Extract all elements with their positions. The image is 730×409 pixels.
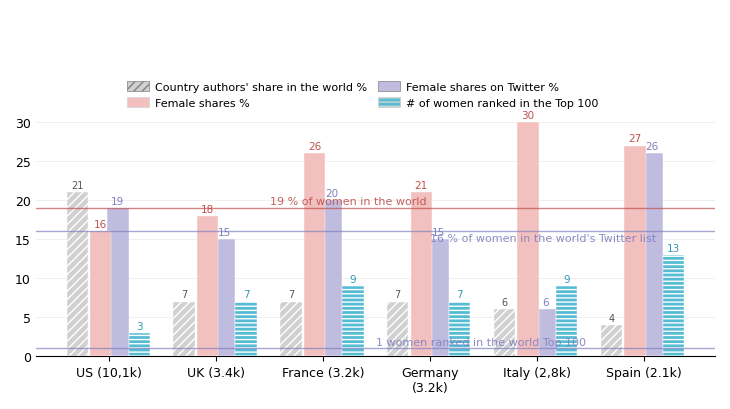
Bar <box>642 154 663 356</box>
Bar <box>304 154 325 356</box>
Text: 1 women ranked in the world Top 100: 1 women ranked in the world Top 100 <box>377 337 586 347</box>
Text: 21: 21 <box>415 181 428 191</box>
Text: 6: 6 <box>502 297 507 308</box>
Text: 15: 15 <box>431 227 445 237</box>
Text: 7: 7 <box>243 290 250 300</box>
Text: 7: 7 <box>288 290 294 300</box>
Text: 30: 30 <box>521 111 534 121</box>
Bar <box>428 240 449 356</box>
Bar <box>410 193 432 356</box>
Bar <box>518 123 539 356</box>
Bar <box>449 302 470 356</box>
Bar <box>342 286 364 356</box>
Text: 18: 18 <box>201 204 215 214</box>
Text: 19: 19 <box>111 196 125 206</box>
Bar <box>601 325 622 356</box>
Text: 26: 26 <box>308 142 321 152</box>
Bar <box>174 302 195 356</box>
Bar <box>534 310 556 356</box>
Text: 16 % of women in the world's Twitter list: 16 % of women in the world's Twitter lis… <box>430 234 656 243</box>
Text: 4: 4 <box>608 313 615 323</box>
Legend: Country authors' share in the world %, Female shares %, Female shares on Twitter: Country authors' share in the world %, F… <box>123 77 603 113</box>
Text: 9: 9 <box>564 274 570 284</box>
Text: 6: 6 <box>542 297 548 308</box>
Text: 7: 7 <box>181 290 188 300</box>
Text: 9: 9 <box>350 274 356 284</box>
Bar <box>387 302 409 356</box>
Bar <box>128 333 150 356</box>
Bar <box>235 302 257 356</box>
Text: 7: 7 <box>395 290 401 300</box>
Bar <box>494 310 515 356</box>
Text: 20: 20 <box>325 189 338 198</box>
Text: 26: 26 <box>645 142 658 152</box>
Text: 16: 16 <box>94 220 107 229</box>
Text: 15: 15 <box>218 227 231 237</box>
Bar <box>107 209 128 356</box>
Bar <box>197 216 218 356</box>
Bar <box>556 286 577 356</box>
Bar <box>321 201 342 356</box>
Text: 7: 7 <box>456 290 463 300</box>
Text: 13: 13 <box>666 243 680 253</box>
Bar <box>280 302 301 356</box>
Bar <box>214 240 235 356</box>
Bar <box>663 255 684 356</box>
Text: 21: 21 <box>71 181 83 191</box>
Bar <box>90 232 112 356</box>
Text: 3: 3 <box>136 321 142 331</box>
Text: 19 % of women in the world: 19 % of women in the world <box>269 196 426 206</box>
Bar <box>66 193 88 356</box>
Bar <box>624 146 645 356</box>
Text: 27: 27 <box>629 134 642 144</box>
